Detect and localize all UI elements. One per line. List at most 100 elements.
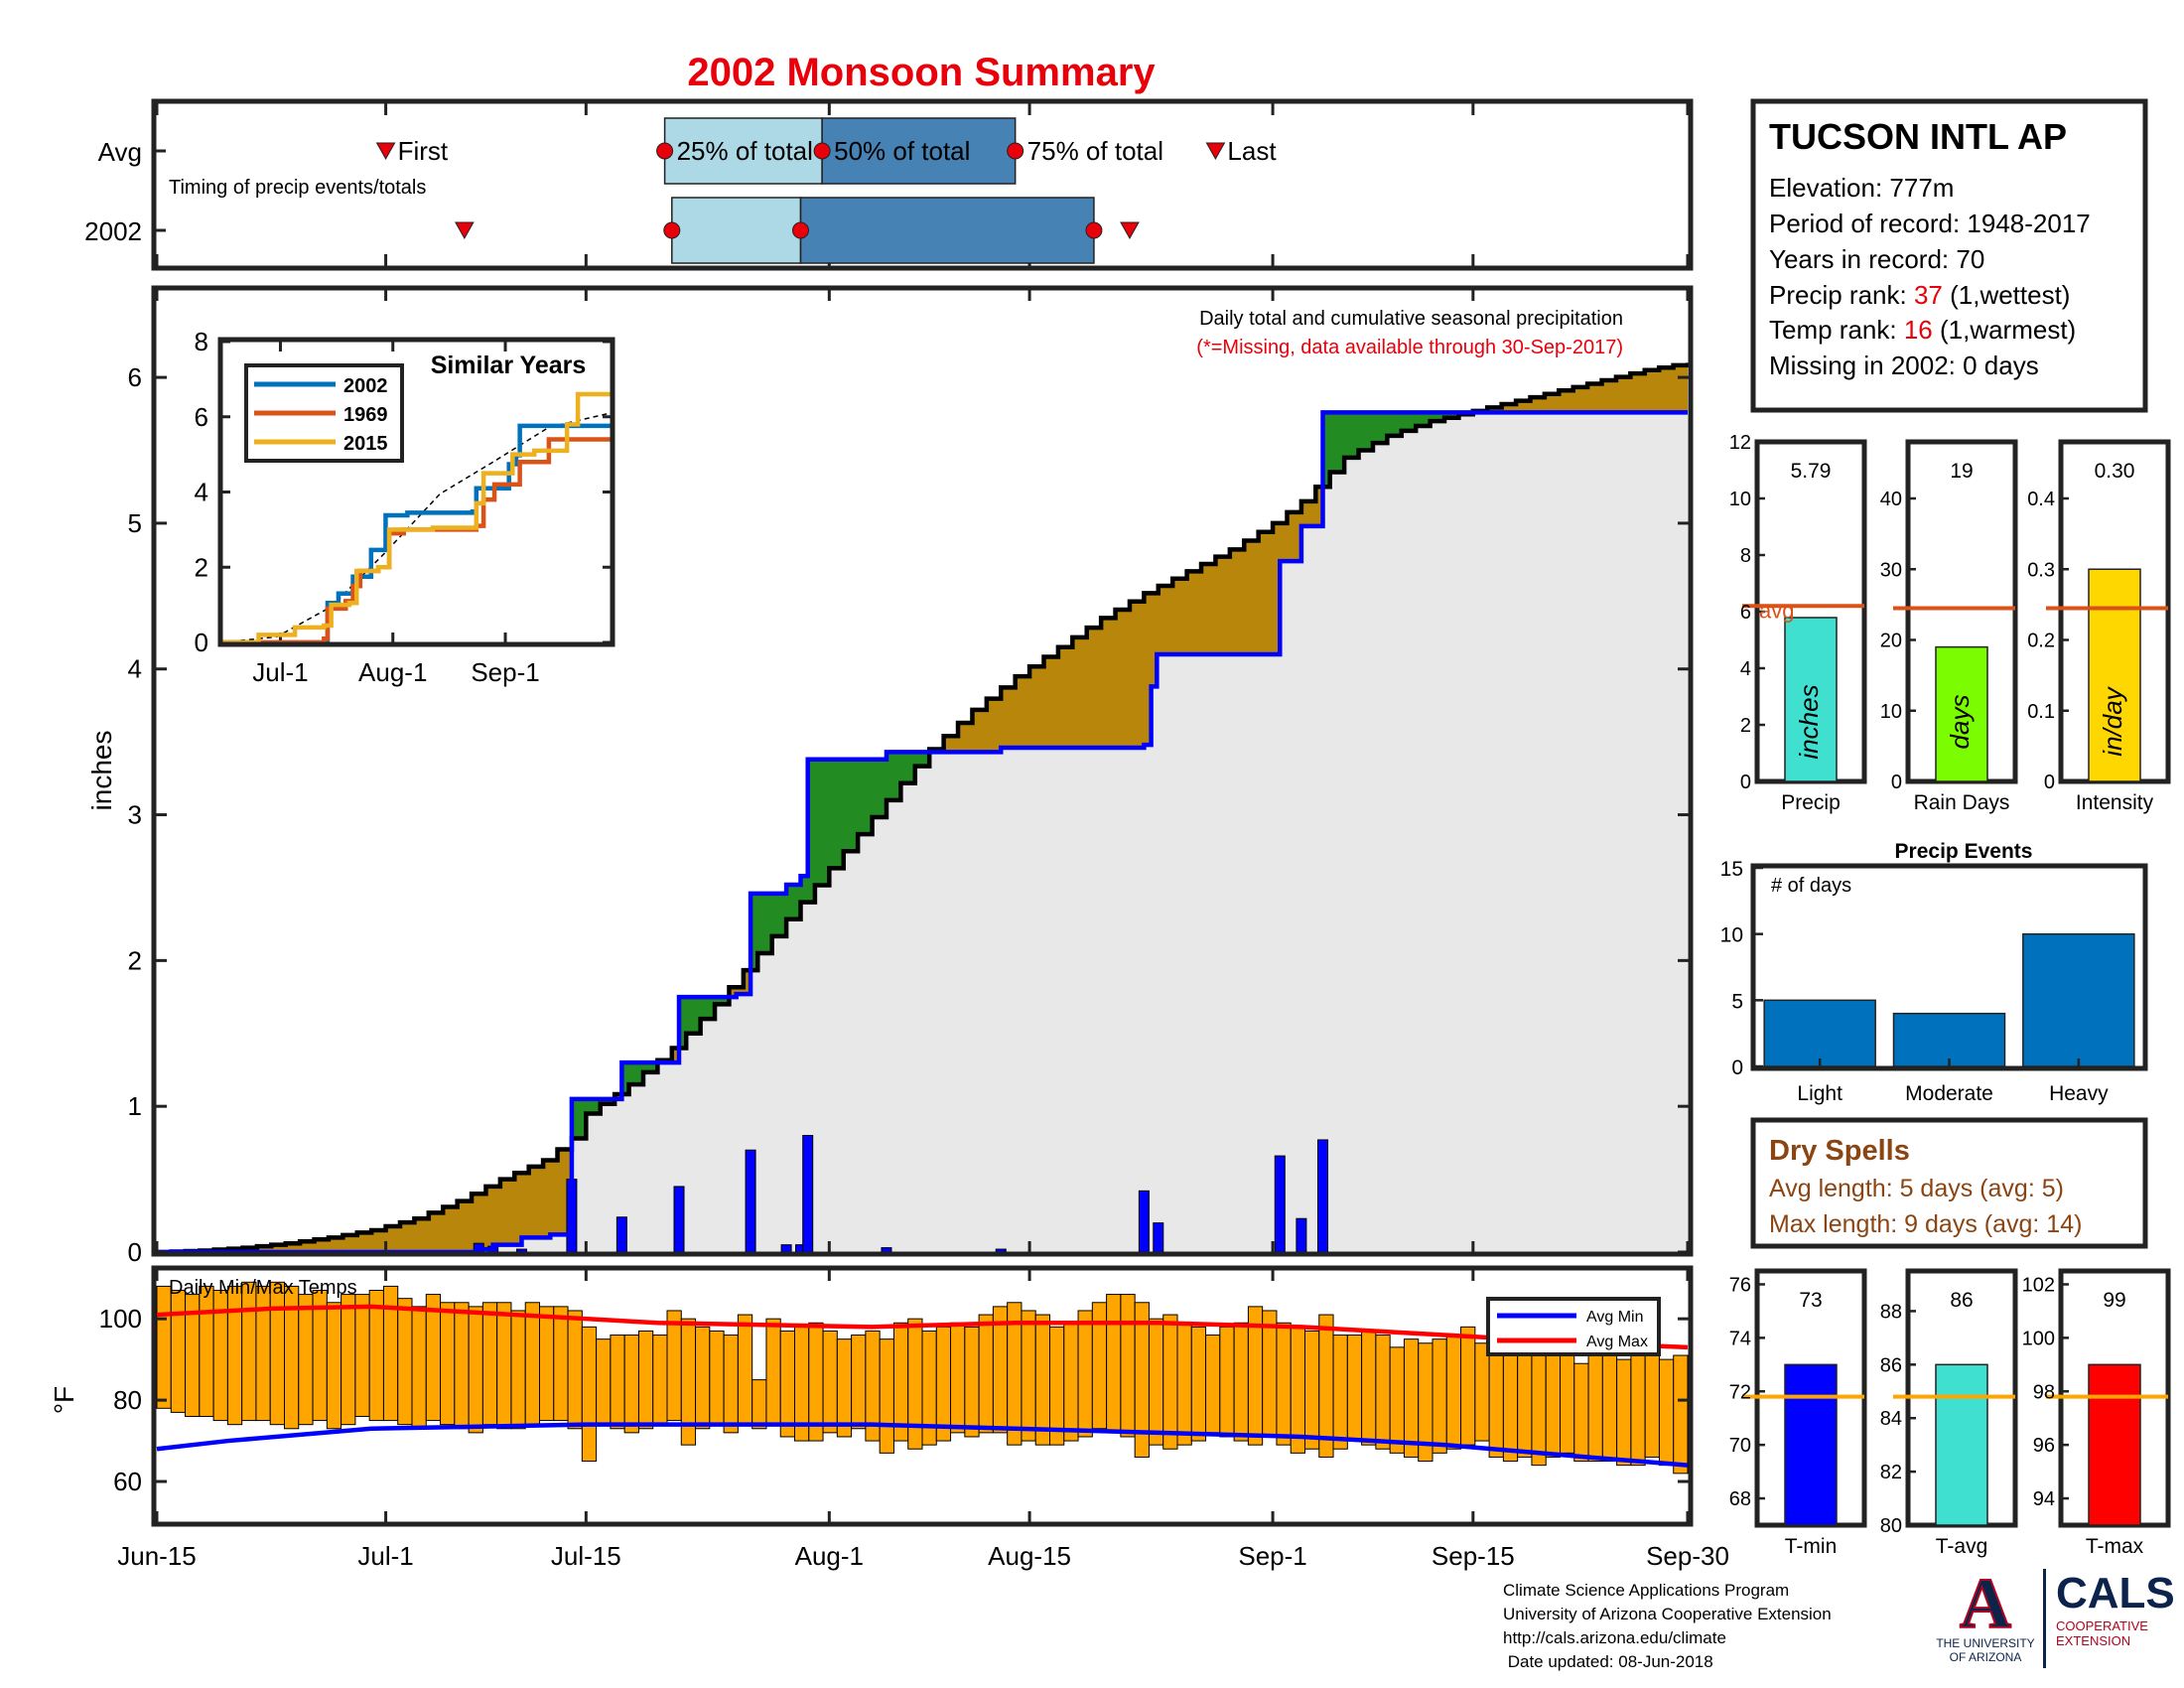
summary-y-tick-label: 10 (1880, 701, 1902, 723)
temp-range-bar (397, 1298, 413, 1426)
temp-range-bar (779, 1330, 796, 1438)
events-title: Precip Events (1895, 840, 2033, 863)
temp-range-bar (411, 1306, 427, 1430)
avg-p50-marker (813, 142, 831, 160)
summary-y-tick-label: 8 (1740, 545, 1751, 567)
avg-max-line (156, 1304, 1689, 1350)
events-category-label: Light (1797, 1082, 1843, 1105)
temp-legend: Avg Min Avg Max (1486, 1297, 1661, 1356)
temp-range-bar (765, 1318, 781, 1426)
summary-y-tick-label: 0 (2044, 772, 2055, 793)
temp-range-bar (1176, 1322, 1192, 1446)
timing-panel: First 25% of total 50% of total 75% of tota… (84, 98, 1694, 271)
summary-bar-tmin (1784, 1363, 1838, 1526)
avg-min-line (156, 1422, 1689, 1468)
dry-spells-avg: Avg length: 5 days (avg: 5) (1769, 1175, 2064, 1202)
summary-y-tick-label: 88 (1880, 1301, 1902, 1323)
temp-range-bar (751, 1379, 767, 1430)
temperature-chart: 60 80 100 Daily Min/Max Temps °F Avg Min A… (49, 1265, 1694, 1527)
temp-range-bar (510, 1310, 526, 1430)
events-category-label: Heavy (2049, 1082, 2109, 1105)
events-bar-heavy (2022, 932, 2135, 1067)
summary-value-intensity: 0.30 (2095, 460, 2135, 483)
summary-y-tick-label: 30 (1880, 559, 1902, 581)
temp-range-bar (1049, 1326, 1065, 1446)
temp-range-bar (1403, 1338, 1420, 1458)
temp-range-bar (935, 1326, 952, 1442)
temp-range-bar (1488, 1346, 1504, 1458)
cals-logo-sub-2: EXTENSION (2056, 1633, 2131, 1648)
summary-panel-tmin: 73 68 70 72 74 76 T-min (1729, 1268, 1867, 1558)
summary-y-tick-label: 10 (1729, 489, 1751, 510)
temp-range-bar (440, 1302, 456, 1426)
summary-panel-rain_days: 19 0 10 20 30 40 days Rain Days (1880, 439, 2018, 814)
main-y-tick-label: 3 (128, 800, 142, 830)
summary-y-tick-label: 0.4 (2027, 489, 2055, 510)
temp-range-bar (1644, 1346, 1660, 1458)
ua-logo-line-2: OF ARIZONA (1949, 1650, 2022, 1664)
station-info-box: TUCSON INTL AP Elevation: 777m Period of… (1750, 98, 2148, 413)
avg-first-label: First (398, 136, 449, 166)
temp-range-bar (539, 1306, 555, 1422)
dry-spells-max: Max length: 9 days (avg: 14) (1769, 1210, 2082, 1238)
temp-range-bar (425, 1294, 442, 1422)
daily-precip-bar (1296, 1217, 1307, 1253)
date-axis: Jun-15 Jul-1 Jul-15 Aug-1 Aug-15 Sep-1 Sep-15 S… (117, 1541, 1729, 1571)
inset-line-2002 (222, 423, 611, 645)
avg-last-marker (1205, 142, 1226, 161)
temp-range-bar (255, 1285, 271, 1422)
summary-y-tick-label: 6 (1740, 602, 1751, 624)
date-tick-label: Sep-1 (1238, 1541, 1306, 1571)
main-y-tick-label: 4 (128, 654, 142, 684)
main-y-tick-label: 0 (128, 1237, 142, 1267)
temp-range-bar (156, 1285, 172, 1409)
daily-precip-bar (780, 1244, 792, 1253)
footer-line-4: Date updated: 08-Jun-2018 (1503, 1652, 1713, 1671)
y2002-p75-marker (1085, 221, 1103, 239)
summary-y-tick-label: 68 (1729, 1488, 1751, 1510)
temp-range-bar (341, 1294, 356, 1426)
temp-range-bar (879, 1338, 894, 1454)
main-y-tick-label: 5 (128, 508, 142, 538)
inset-title: Similar Years (431, 352, 587, 379)
summary-panel-tavg: 86 80 82 84 86 88 T-avg (1880, 1268, 2018, 1558)
summary-bar-precip_total (1784, 617, 1838, 782)
inset-x-tick-label: Sep-1 (471, 657, 539, 687)
temp-range-bar (1205, 1335, 1221, 1434)
summary-value-tmin: 73 (1799, 1289, 1822, 1312)
temp-range-bar (1120, 1294, 1136, 1438)
temp-range-bar (978, 1314, 994, 1434)
temp-range-bar (298, 1294, 314, 1426)
summary-y-tick-label: 98 (2033, 1381, 2055, 1403)
summary-y-tick-label: 84 (1880, 1408, 1902, 1430)
dry-spells-title: Dry Spells (1769, 1135, 1910, 1167)
temp-legend-avg-min: Avg Min (1586, 1309, 1644, 1326)
summary-unit-intensity: in/day (2098, 685, 2127, 756)
timing-row-avg: Avg (98, 137, 142, 167)
temp-range-bar (1190, 1326, 1207, 1442)
temp-range-bar (1276, 1322, 1292, 1446)
summary-panel-intensity: 0.30 0 0.1 0.2 0.3 0.4 in/day Intensity (2027, 439, 2171, 814)
footer-line-1: Climate Science Applications Program (1503, 1581, 1790, 1600)
temp-range-bar (1531, 1354, 1547, 1467)
station-elevation: Elevation: 777m (1769, 173, 1954, 203)
inset-legend-2015: 2015 (343, 433, 388, 455)
temp-range-bar (1545, 1350, 1561, 1458)
summary-bar-tavg (1935, 1363, 1988, 1526)
events-bar-moderate (1892, 1012, 2006, 1067)
footer-line-3: http://cals.arizona.edu/climate (1503, 1628, 1726, 1647)
temp-range-bar (851, 1335, 867, 1430)
main-y-tick-label: 1 (128, 1091, 142, 1121)
temp-range-bar (1460, 1326, 1476, 1446)
daily-precip-bar (615, 1216, 627, 1253)
temp-range-bar (1375, 1335, 1391, 1450)
events-y-label: # of days (1771, 875, 1851, 897)
university-of-arizona-logo: A THE UNIVERSITY OF ARIZONA (1911, 1567, 2060, 1670)
summary-y-tick-label: 72 (1729, 1381, 1751, 1403)
page-title: 2002 Monsoon Summary (687, 51, 1156, 94)
summary-y-tick-label: 96 (2033, 1435, 2055, 1457)
inset-y-tick-label: 2 (195, 552, 208, 582)
avg-cumulative-line (157, 362, 1691, 1255)
station-years: Years in record: 70 (1769, 244, 1984, 274)
